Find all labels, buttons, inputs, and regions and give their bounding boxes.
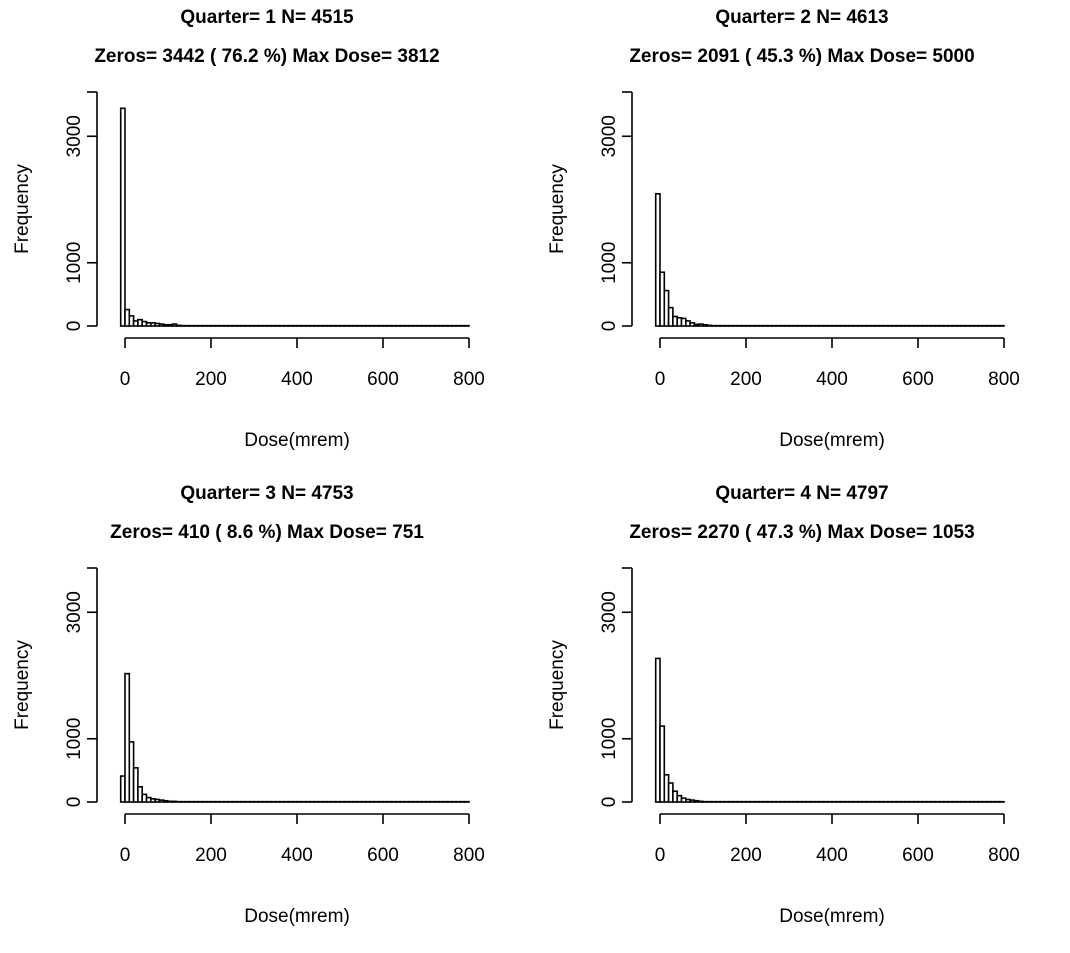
x-axis-label: Dose(mrem) [779,430,885,451]
y-tick-label: 0 [64,321,85,332]
x-axis-label: Dose(mrem) [244,430,350,451]
y-tick-label: 1000 [64,242,85,284]
x-tick-label: 200 [730,845,762,866]
histogram-bars [119,107,470,327]
histogram-bars [654,192,1005,327]
y-tick-label: 3000 [599,115,620,157]
x-tick-label: 800 [453,369,485,390]
chart-title: Quarter= 2 N= 4613 [715,7,888,28]
y-tick-label: 1000 [599,242,620,284]
x-axis-label: Dose(mrem) [244,906,350,927]
x-tick-label: 400 [281,845,313,866]
y-tick-label: 3000 [64,115,85,157]
histogram-bar [132,767,139,803]
x-tick-label: 200 [195,369,227,390]
histogram-plot-quarter-2: Quarter= 2 N= 4613 Zeros= 2091 ( 45.3 %) … [547,7,1020,451]
x-tick-label: 400 [281,369,313,390]
chart-subtitle: Zeros= 2091 ( 45.3 %) Max Dose= 5000 [629,46,974,67]
y-tick-label: 3000 [599,591,620,633]
x-tick-label: 200 [195,845,227,866]
x-tick-label: 400 [816,369,848,390]
y-axis-label: Frequency [547,164,568,254]
chart-subtitle: Zeros= 2270 ( 47.3 %) Max Dose= 1053 [629,522,974,543]
x-axis-label: Dose(mrem) [779,906,885,927]
x-tick-label: 800 [988,845,1020,866]
x-tick-label: 400 [816,845,848,866]
y-tick-label: 0 [599,797,620,808]
chart-subtitle: Zeros= 410 ( 8.6 %) Max Dose= 751 [110,522,424,543]
x-tick-label: 600 [902,845,934,866]
histogram-bars [654,657,1005,803]
histogram-bar [659,725,666,803]
y-tick-label: 0 [599,321,620,332]
histogram-panel-quarter-4: Quarter= 4 N= 4797 Zeros= 2270 ( 47.3 %) … [535,476,1070,952]
x-tick-label: 600 [367,845,399,866]
histogram-plot-quarter-1: Quarter= 1 N= 4515 Zeros= 3442 ( 76.2 %) … [12,7,485,451]
y-axis-label: Frequency [12,164,33,254]
y-tick-label: 1000 [599,718,620,760]
chart-subtitle: Zeros= 3442 ( 76.2 %) Max Dose= 3812 [94,46,439,67]
x-tick-label: 800 [988,369,1020,390]
x-tick-label: 0 [655,845,666,866]
y-tick-label: 3000 [64,591,85,633]
histogram-plot-quarter-4: Quarter= 4 N= 4797 Zeros= 2270 ( 47.3 %) … [547,483,1020,927]
chart-title: Quarter= 4 N= 4797 [715,483,888,504]
histogram-panel-quarter-1: Quarter= 1 N= 4515 Zeros= 3442 ( 76.2 %) … [0,0,535,476]
y-tick-label: 1000 [64,718,85,760]
x-tick-label: 600 [902,369,934,390]
histogram-panel-quarter-3: Quarter= 3 N= 4753 Zeros= 410 ( 8.6 %) Ma… [0,476,535,952]
chart-title: Quarter= 3 N= 4753 [180,483,353,504]
histogram-panel-quarter-2: Quarter= 2 N= 4613 Zeros= 2091 ( 45.3 %) … [535,0,1070,476]
y-tick-label: 0 [64,797,85,808]
histogram-bar [654,192,661,327]
y-axis-label: Frequency [547,640,568,730]
chart-title: Quarter= 1 N= 4515 [180,7,354,28]
x-tick-label: 0 [120,845,131,866]
x-tick-label: 0 [120,369,131,390]
x-tick-label: 800 [453,845,485,866]
histogram-bar [124,672,131,803]
histogram-bars [119,672,470,803]
x-tick-label: 600 [367,369,399,390]
histogram-plot-quarter-3: Quarter= 3 N= 4753 Zeros= 410 ( 8.6 %) Ma… [12,483,485,927]
histogram-bar [119,107,126,327]
y-axis-label: Frequency [12,640,33,730]
x-tick-label: 0 [655,369,666,390]
x-tick-label: 200 [730,369,762,390]
